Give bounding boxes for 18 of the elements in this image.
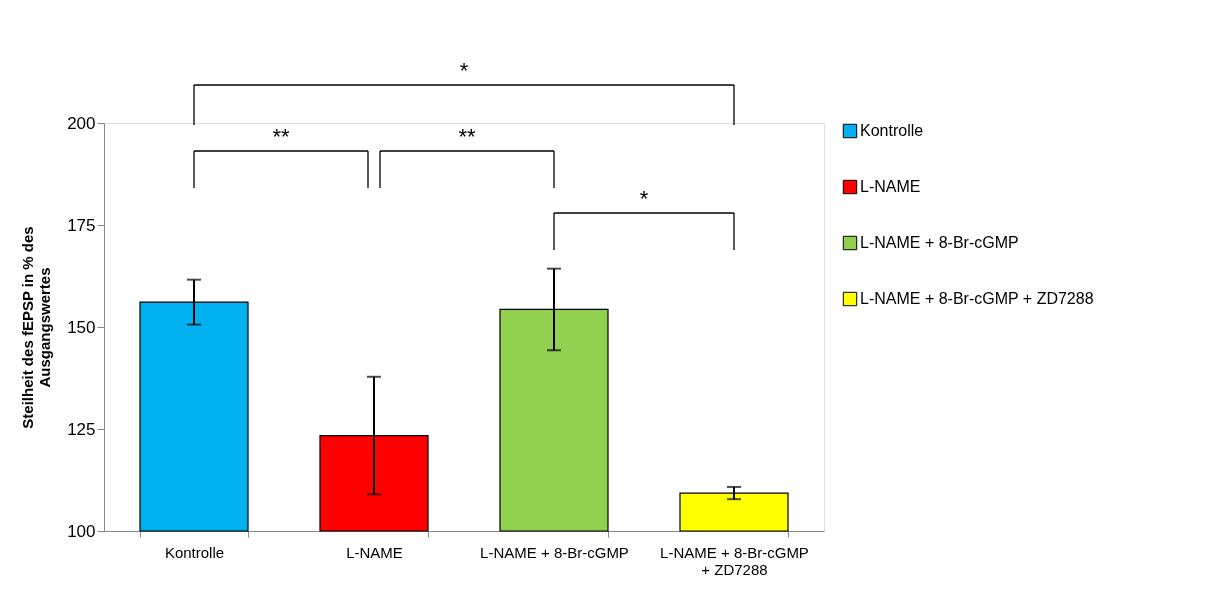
y-tick-label: 150 xyxy=(67,317,96,337)
x-tick-label: Kontrolle xyxy=(164,543,225,561)
x-tick-label: L-NAME + 8-Br-cGMP xyxy=(480,543,629,561)
text: * xyxy=(459,58,469,83)
annotation: ** xyxy=(272,124,290,149)
legend-label: L-NAME + 8-Br-cGMP xyxy=(860,234,1019,251)
x-tick-label: L-NAME xyxy=(346,543,403,561)
legend-label: Kontrolle xyxy=(860,122,924,139)
legend-label: L-NAME xyxy=(860,178,921,195)
y-tick-label: 125 xyxy=(67,419,96,439)
y-tick-label: 100 xyxy=(67,521,96,541)
y-axis-title: Steilheit des fEPSP in % des Ausgangswertes xyxy=(19,226,54,429)
x-tick-label: L-NAME + 8-Br-cGMP + ZD7288 xyxy=(660,543,809,578)
annotation: ** xyxy=(458,124,476,149)
annotation: * xyxy=(639,186,649,211)
y-tick-label: 200 xyxy=(67,113,96,133)
legend-label: L-NAME + 8-Br-cGMP + ZD7288 xyxy=(860,290,1094,307)
y-tick-label: 175 xyxy=(67,215,96,235)
